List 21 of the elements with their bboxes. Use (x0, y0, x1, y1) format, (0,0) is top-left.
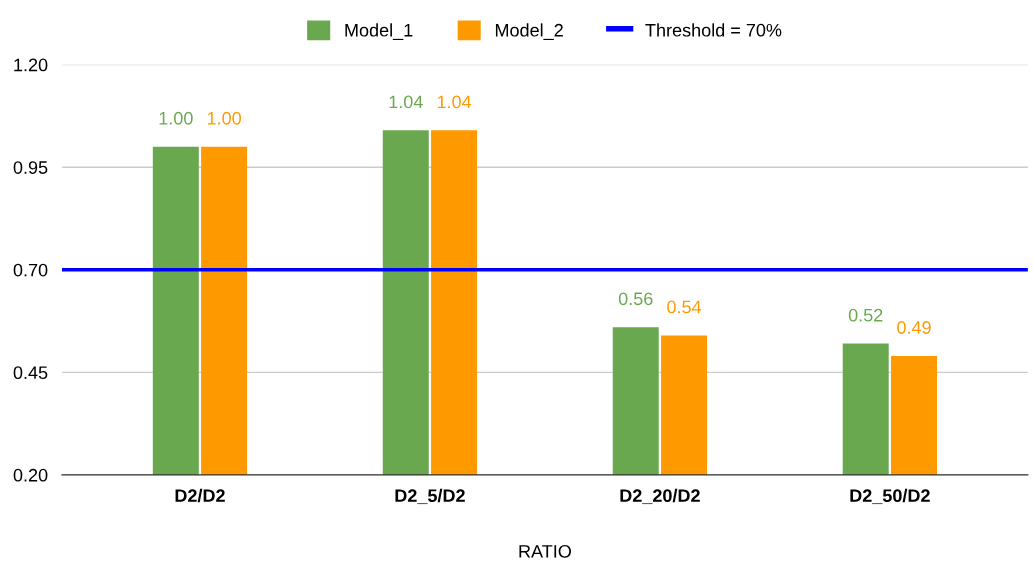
data-label: 0.56 (618, 292, 653, 306)
data-label: 1.00 (207, 111, 241, 125)
y-tick-label: 0.45 (13, 366, 48, 380)
data-label: 0.49 (897, 321, 931, 334)
x-axis-title: RATIO (519, 544, 571, 558)
legend-label: Threshold = 70% (645, 23, 782, 37)
x-tick-label: D2/D2 (175, 488, 225, 503)
data-label: 0.54 (667, 300, 702, 314)
data-label: 1.04 (437, 95, 472, 109)
y-tick-label: 0.70 (13, 263, 48, 277)
x-tick-label: D2_5/D2 (395, 488, 465, 505)
x-tick-label: D2_20/D2 (620, 488, 700, 505)
legend-label: Model_2 (495, 23, 563, 41)
x-tick-label: D2_50/D2 (850, 488, 930, 505)
legend-label: Model_1 (345, 23, 413, 41)
y-tick-label: 1.20 (14, 58, 48, 72)
data-label: 0.52 (848, 308, 883, 322)
data-label: 1.00 (159, 111, 193, 125)
y-tick-label: 0.20 (13, 468, 48, 482)
y-tick-label: 0.95 (13, 161, 48, 174)
data-label: 1.04 (389, 95, 423, 109)
